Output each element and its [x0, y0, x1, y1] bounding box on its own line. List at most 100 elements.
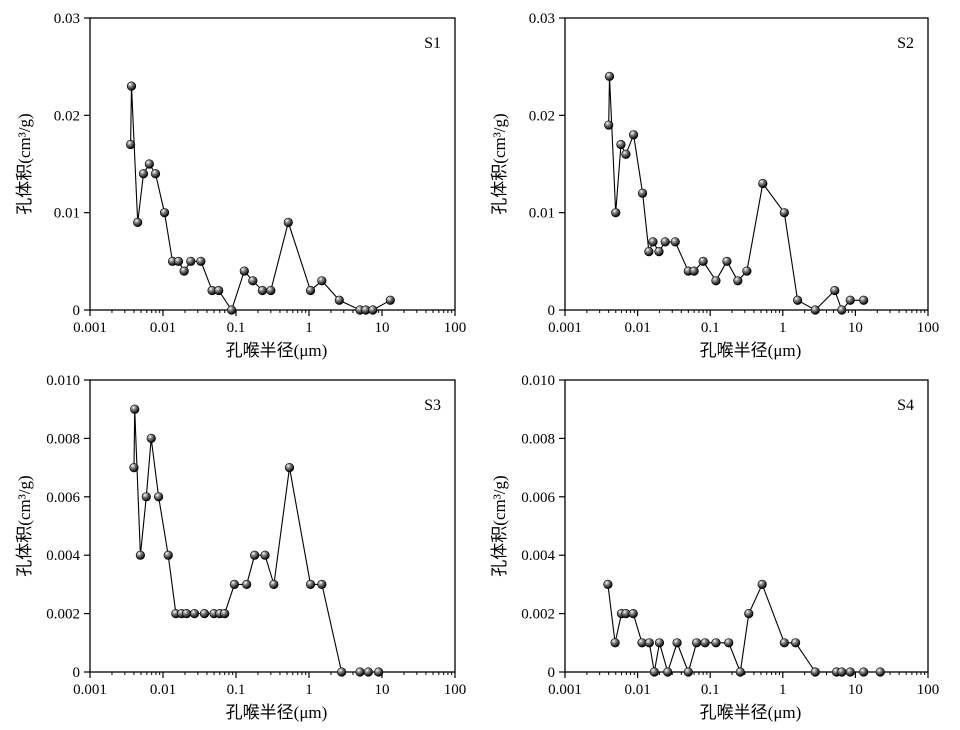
y-tick-label: 0: [548, 303, 556, 319]
x-tick-label: 0.01: [150, 320, 176, 336]
chart-panel-2: 0 0.01 0.02 0.03 0.001 0.01 0.1 1 10 100 孔喉半径(μm) 孔…: [490, 11, 939, 360]
plot-frame: [564, 379, 929, 673]
y-axis-label: 孔体积(cm³/g): [15, 475, 34, 576]
data-point: [779, 638, 789, 648]
y-tick-label: 0.010: [46, 373, 80, 389]
chart-panel-4: 0 0.002 0.004 0.006 0.008 0.010 0.001 0.01 0.1 1 1…: [490, 373, 939, 722]
data-point: [649, 667, 659, 677]
x-tick-label: 100: [444, 682, 467, 698]
x-tick-label: 0.001: [548, 320, 582, 336]
data-point: [186, 256, 196, 266]
data-point: [845, 667, 855, 677]
data-point: [859, 295, 869, 305]
data-point: [724, 638, 734, 648]
y-tick-label: 0.006: [521, 490, 555, 506]
data-point: [610, 638, 620, 648]
x-tick-label: 0.001: [73, 320, 107, 336]
x-tick-label: 0.1: [701, 320, 720, 336]
x-tick-label: 0.01: [624, 682, 650, 698]
data-point: [374, 667, 384, 677]
y-tick-label: 0.004: [521, 548, 555, 564]
y-tick-label: 0.008: [46, 431, 80, 447]
data-point: [637, 188, 648, 198]
data-point: [196, 256, 206, 266]
y-tick-label: 0.02: [529, 108, 555, 124]
data-point: [150, 169, 161, 179]
plot-frame: [89, 17, 456, 311]
series-line: [133, 409, 379, 673]
data-point: [604, 71, 615, 81]
y-tick-label: 0: [548, 665, 556, 681]
data-point: [733, 276, 743, 286]
chart-panel-3: 0 0.002 0.004 0.006 0.008 0.010 0.001 0.01 0.1 1 1…: [15, 373, 466, 722]
data-point: [830, 285, 840, 296]
data-point: [179, 266, 189, 276]
x-tick-label: 10: [375, 682, 390, 698]
data-point: [711, 638, 721, 648]
data-point: [355, 667, 365, 677]
y-tick-label: 0.02: [54, 108, 80, 124]
data-point: [859, 667, 869, 677]
series-line: [607, 582, 881, 675]
x-tick-label: 0.1: [227, 682, 246, 698]
x-tick-label: 1: [305, 682, 313, 698]
data-point: [220, 608, 230, 619]
y-tick-label: 0.03: [529, 11, 555, 27]
data-point: [672, 638, 682, 648]
panel-title: S4: [897, 397, 914, 414]
data-point: [250, 550, 260, 560]
data-point: [226, 305, 237, 315]
data-point: [257, 285, 268, 296]
data-point: [138, 169, 149, 179]
data-point: [269, 579, 279, 590]
data-point: [242, 579, 252, 590]
data-point: [758, 178, 768, 189]
data-point: [305, 579, 316, 590]
data-point: [660, 237, 670, 247]
y-axis-label: 孔体积(cm³/g): [490, 113, 509, 214]
data-point: [837, 667, 847, 677]
y-tick-label: 0.01: [54, 206, 80, 222]
y-tick-label: 0.008: [521, 431, 555, 447]
x-tick-label: 0.1: [227, 320, 246, 336]
data-point: [146, 433, 156, 444]
chart-panel-1: 0 0.01 0.02 0.03 0.001 0.01 0.1 1 10 100 孔喉半径(μm) 孔…: [15, 11, 466, 360]
y-tick-label: 0.010: [521, 373, 555, 389]
data-point: [689, 266, 699, 276]
data-point: [248, 276, 258, 286]
x-tick-label: 100: [917, 682, 940, 698]
data-point: [604, 120, 614, 130]
x-axis-label: 孔喉半径(μm): [226, 341, 328, 360]
data-point: [284, 463, 295, 473]
data-point: [337, 667, 347, 677]
data-point: [779, 208, 789, 218]
data-point: [654, 247, 664, 257]
data-point: [126, 139, 136, 150]
data-point: [700, 638, 710, 648]
data-point: [670, 237, 680, 247]
data-point: [616, 139, 626, 150]
x-tick-label: 100: [917, 320, 940, 336]
data-point: [790, 638, 801, 648]
data-point: [683, 667, 693, 677]
data-point: [663, 667, 673, 677]
data-point: [260, 550, 270, 560]
data-point: [692, 638, 702, 648]
data-point: [266, 285, 276, 296]
data-point: [698, 256, 708, 266]
x-axis-label: 孔喉半径(μm): [700, 341, 802, 360]
y-tick-label: 0.004: [46, 548, 80, 564]
data-point: [199, 608, 210, 619]
data-point: [317, 276, 327, 286]
data-point: [283, 217, 293, 227]
panel-title: S2: [897, 35, 914, 52]
data-point: [239, 266, 249, 276]
data-point: [722, 256, 732, 266]
x-tick-label: 0.01: [624, 320, 650, 336]
data-point: [305, 285, 316, 296]
y-tick-label: 0.002: [521, 607, 555, 623]
x-tick-label: 0.01: [150, 682, 176, 698]
y-axis-label: 孔体积(cm³/g): [490, 475, 509, 576]
y-tick-label: 0.002: [46, 607, 80, 623]
